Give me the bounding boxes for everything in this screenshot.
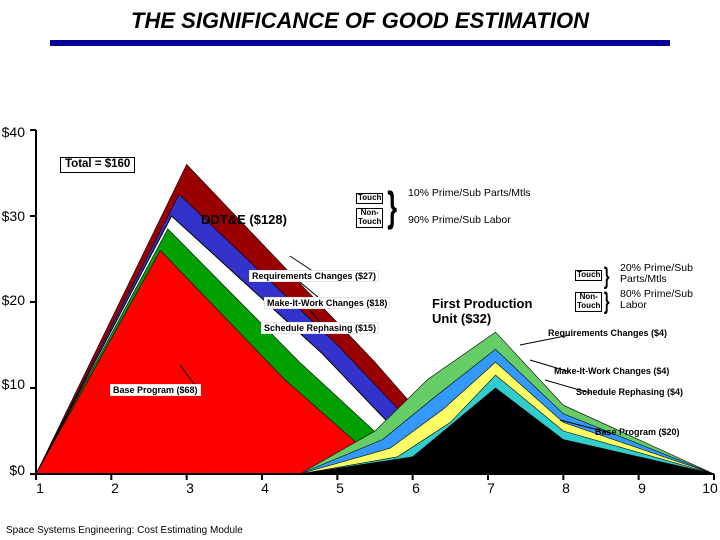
- touch-box: Touch: [356, 191, 383, 204]
- x-tick-10: 10: [700, 480, 720, 496]
- touch-label-r: Touch: [575, 270, 602, 281]
- labor80: 80% Prime/Sub Labor: [620, 289, 693, 311]
- chart-container: $40 $30 $20 $10 $0 1 2 3 4 5 6 7 8 9 10 …: [0, 60, 720, 500]
- parts10: 10% Prime/Sub Parts/Mtls: [408, 187, 531, 199]
- nontouch-label-r: Non- Touch: [575, 292, 602, 312]
- brace-right-2: }: [602, 292, 611, 312]
- base68: Base Program ($68): [110, 384, 201, 396]
- reqs4: Requirements Changes ($4): [548, 328, 667, 338]
- nontouch-box-r: Non- Touch: [575, 292, 602, 312]
- sched15: Schedule Rephasing ($15): [261, 322, 379, 334]
- x-tick-2: 2: [105, 480, 125, 496]
- y-tick-20: $20: [0, 292, 25, 308]
- y-tick-10: $10: [0, 376, 25, 392]
- make18: Make-It-Work Changes ($18): [264, 297, 390, 309]
- total-box: Total = $160: [60, 157, 135, 173]
- x-tick-4: 4: [255, 480, 275, 496]
- x-tick-3: 3: [180, 480, 200, 496]
- touch-label: Touch: [356, 193, 383, 204]
- labor90: 90% Prime/Sub Labor: [408, 214, 511, 226]
- reqs27: Requirements Changes ($27): [249, 270, 379, 282]
- footer-text: Space Systems Engineering: Cost Estimati…: [6, 525, 243, 536]
- x-tick-5: 5: [330, 480, 350, 496]
- brace-right-1: }: [602, 267, 611, 287]
- title-underline: [50, 40, 670, 46]
- x-tick-6: 6: [406, 480, 426, 496]
- x-tick-8: 8: [556, 480, 576, 496]
- brace-left: }: [384, 190, 400, 224]
- parts20: 20% Prime/Sub Parts/Mtls: [620, 263, 693, 285]
- touch-box-r: Touch: [575, 268, 602, 281]
- nontouch-box: Non- Touch: [356, 208, 383, 228]
- y-tick-0: $0: [0, 462, 25, 478]
- ddte-label: DDT&E ($128): [201, 212, 287, 227]
- total-label: Total = $160: [60, 157, 135, 173]
- nontouch-label: Non- Touch: [356, 208, 383, 228]
- y-tick-30: $30: [0, 208, 25, 224]
- firstprod: First Production Unit ($32): [432, 296, 532, 326]
- x-tick-9: 9: [632, 480, 652, 496]
- sched4: Schedule Rephasing ($4): [576, 387, 683, 397]
- x-tick-7: 7: [481, 480, 501, 496]
- y-tick-40: $40: [0, 124, 25, 140]
- make4: Make-It-Work Changes ($4): [554, 366, 669, 376]
- page-title: THE SIGNIFICANCE OF GOOD ESTIMATION: [0, 0, 720, 38]
- base20: Base Program ($20): [595, 427, 680, 437]
- x-tick-1: 1: [30, 480, 50, 496]
